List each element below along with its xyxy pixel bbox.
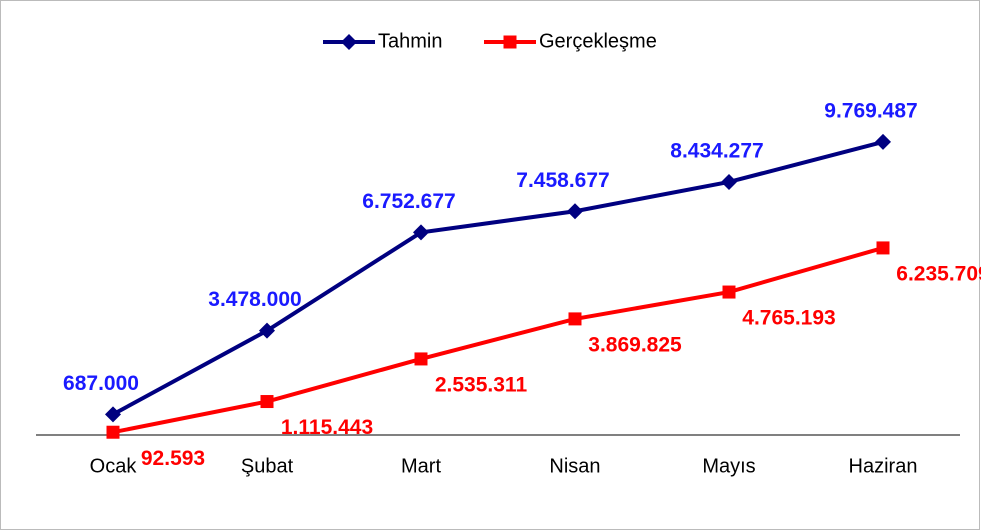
x-tick-label: Ocak xyxy=(90,455,138,477)
x-tick-label: Mart xyxy=(401,455,441,477)
point-marker xyxy=(567,203,583,220)
series-line xyxy=(112,246,884,435)
data-label: 6.235.709 xyxy=(896,262,981,285)
point-marker xyxy=(721,173,737,190)
point-marker xyxy=(106,425,120,439)
x-tick-label: Mayıs xyxy=(702,455,755,477)
data-label: 9.769.487 xyxy=(824,99,917,122)
data-label: 7.458.677 xyxy=(516,169,609,192)
legend-label: Tahmin xyxy=(378,30,442,52)
series-line xyxy=(112,139,884,417)
x-tick-label: Şubat xyxy=(241,455,294,477)
data-label: 6.752.677 xyxy=(362,190,455,213)
point-marker xyxy=(875,133,891,150)
data-label: 3.478.000 xyxy=(208,288,301,311)
point-marker xyxy=(568,312,582,326)
data-label: 3.869.825 xyxy=(588,333,682,356)
point-marker xyxy=(105,406,121,423)
point-marker xyxy=(260,395,274,409)
x-tick-label: Haziran xyxy=(849,455,918,477)
data-label: 1.115.443 xyxy=(281,416,373,439)
point-marker xyxy=(876,241,890,255)
data-label: 2.535.311 xyxy=(435,373,528,396)
point-marker xyxy=(503,35,517,49)
data-label: 8.434.277 xyxy=(670,140,763,163)
point-marker xyxy=(413,224,429,241)
data-label: 92.593 xyxy=(141,447,205,470)
x-tick-label: Nisan xyxy=(549,455,600,477)
data-label: 687.000 xyxy=(63,372,139,395)
point-marker xyxy=(722,285,736,299)
point-marker xyxy=(414,352,428,366)
point-marker xyxy=(259,322,275,339)
data-label: 4.765.193 xyxy=(742,307,835,330)
point-marker xyxy=(341,34,357,50)
legend-label: Gerçekleşme xyxy=(539,30,657,52)
